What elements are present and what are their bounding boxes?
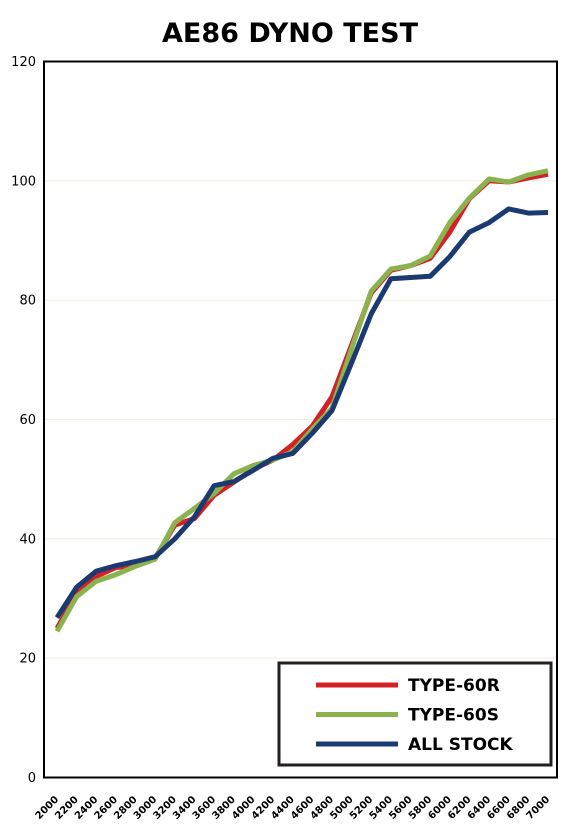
y-tick-label: 100 [11, 174, 36, 189]
legend-label-all-stock: ALL STOCK [408, 735, 514, 755]
gridlines [44, 180, 557, 659]
legend-label-type-60s: TYPE-60S [408, 706, 499, 726]
y-tick-label: 60 [19, 413, 36, 428]
y-tick-label: 80 [19, 294, 36, 309]
legend: TYPE-60R TYPE-60S ALL STOCK [277, 661, 553, 767]
y-axis-ticks: 0 20 40 60 80 100 120 [11, 55, 36, 786]
series-lines [54, 168, 549, 633]
chart-title: AE86 DYNO TEST [162, 18, 419, 49]
y-tick-label: 40 [19, 532, 36, 547]
plot-area-frame [43, 60, 558, 779]
y-tick-label: 20 [19, 652, 36, 667]
y-tick-label: 120 [11, 55, 36, 70]
legend-label-type-60r: TYPE-60R [408, 676, 500, 696]
y-tick-label: 0 [28, 771, 36, 786]
x-axis-ticks: 2000220024002600280030003200340036003800… [34, 794, 552, 821]
series-line-all-stock [54, 206, 549, 619]
